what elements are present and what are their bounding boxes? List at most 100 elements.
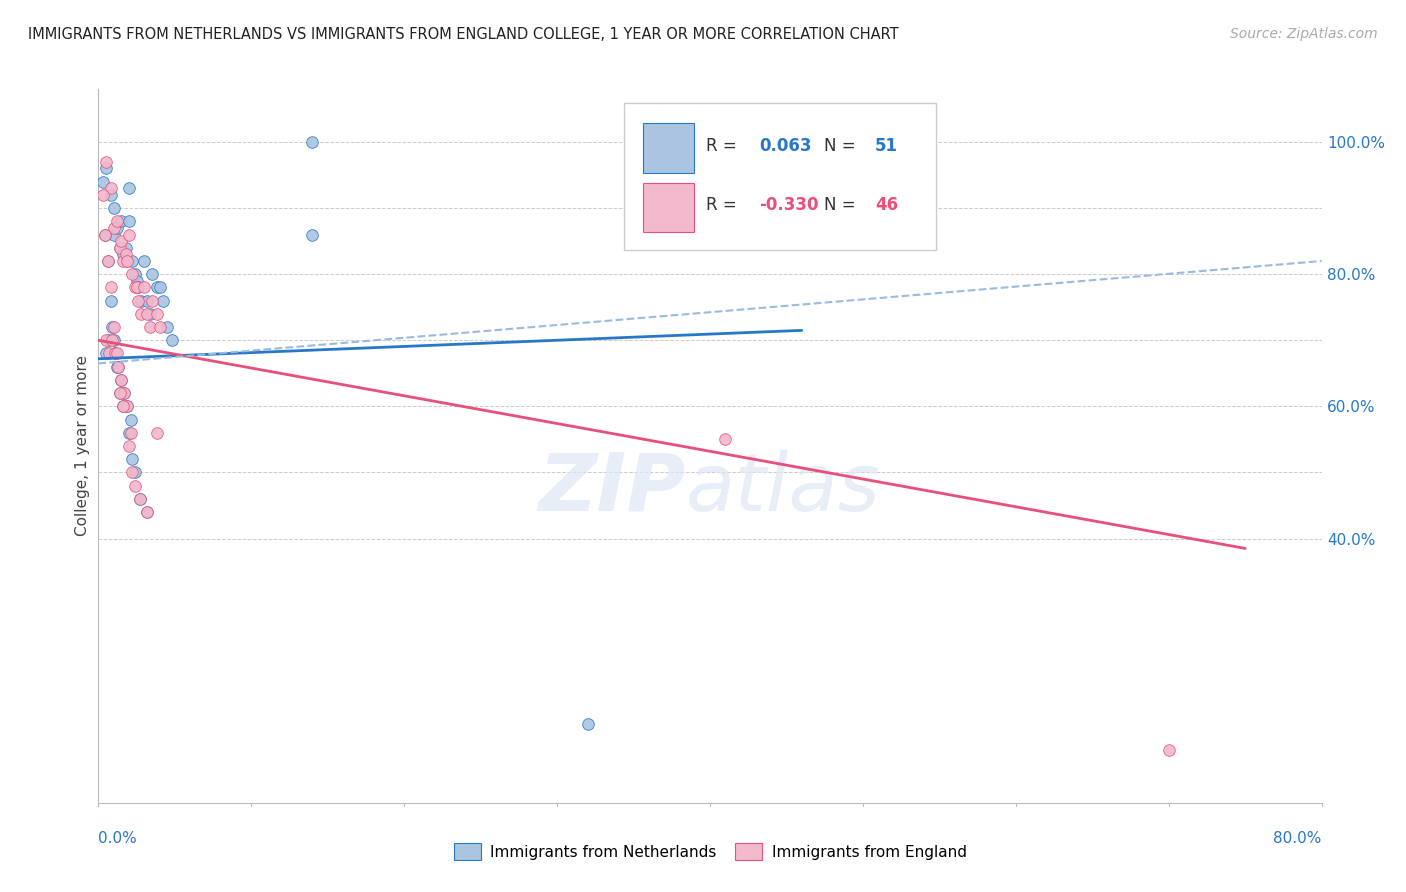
Point <box>136 505 159 519</box>
Point <box>134 280 156 294</box>
Point <box>110 373 132 387</box>
Point <box>156 320 179 334</box>
Point <box>121 452 143 467</box>
Point <box>141 293 163 308</box>
Point <box>105 221 128 235</box>
Point <box>118 214 141 228</box>
Point <box>160 333 183 347</box>
Point <box>125 280 148 294</box>
Point <box>108 241 131 255</box>
Point <box>136 505 159 519</box>
Text: R =: R = <box>706 137 742 155</box>
Point <box>121 466 143 480</box>
Point <box>100 293 122 308</box>
Point <box>145 425 167 440</box>
Point <box>103 333 125 347</box>
Point <box>112 386 135 401</box>
Text: ZIP: ZIP <box>538 450 686 528</box>
Point <box>103 320 125 334</box>
Text: IMMIGRANTS FROM NETHERLANDS VS IMMIGRANTS FROM ENGLAND COLLEGE, 1 YEAR OR MORE C: IMMIGRANTS FROM NETHERLANDS VS IMMIGRANT… <box>28 27 898 42</box>
Point <box>103 201 125 215</box>
Point <box>93 227 115 242</box>
Point <box>117 400 139 414</box>
Point <box>108 386 131 401</box>
Point <box>105 346 128 360</box>
Point <box>576 716 599 731</box>
Point <box>111 400 134 414</box>
Point <box>115 241 138 255</box>
Point <box>107 359 129 374</box>
Point <box>118 227 141 242</box>
Point <box>118 181 141 195</box>
Y-axis label: College, 1 year or more: College, 1 year or more <box>75 356 90 536</box>
Point <box>104 346 127 360</box>
Point <box>110 234 132 248</box>
Point <box>139 307 162 321</box>
Point <box>111 254 134 268</box>
Point <box>100 280 122 294</box>
Point <box>1157 743 1180 757</box>
Point <box>134 254 156 268</box>
Point <box>124 478 146 492</box>
Text: Source: ZipAtlas.com: Source: ZipAtlas.com <box>1230 27 1378 41</box>
Point <box>118 439 141 453</box>
Point <box>100 181 122 195</box>
Point <box>136 307 159 321</box>
Point <box>111 247 134 261</box>
Point <box>97 254 120 268</box>
Point <box>107 359 129 374</box>
Point <box>94 154 117 169</box>
Point <box>98 333 121 347</box>
Point <box>103 227 125 242</box>
Point <box>128 491 150 506</box>
Text: atlas: atlas <box>686 450 880 528</box>
Text: -0.330: -0.330 <box>759 196 818 214</box>
Point <box>136 293 159 308</box>
Point <box>108 241 131 255</box>
Text: N =: N = <box>824 196 860 214</box>
Point <box>115 247 138 261</box>
Point <box>110 373 132 387</box>
Point <box>139 320 162 334</box>
Legend: Immigrants from Netherlands, Immigrants from England: Immigrants from Netherlands, Immigrants … <box>447 837 973 866</box>
FancyBboxPatch shape <box>624 103 936 250</box>
Point <box>124 280 146 294</box>
Point <box>129 293 152 308</box>
Text: 0.063: 0.063 <box>759 137 811 155</box>
Point <box>117 254 139 268</box>
Point <box>301 135 323 149</box>
Point <box>97 254 120 268</box>
Point <box>93 227 115 242</box>
Text: N =: N = <box>824 137 860 155</box>
Point <box>94 346 117 360</box>
Point <box>129 307 152 321</box>
Point <box>124 466 146 480</box>
Text: 46: 46 <box>875 196 898 214</box>
Point <box>103 221 125 235</box>
Point <box>128 491 150 506</box>
Point <box>125 274 148 288</box>
Text: R =: R = <box>706 196 742 214</box>
Point <box>120 412 142 426</box>
Point <box>118 425 141 440</box>
Point <box>117 400 139 414</box>
Point <box>98 346 121 360</box>
Point <box>91 175 114 189</box>
Point <box>94 333 117 347</box>
Point <box>117 254 139 268</box>
Point <box>104 346 127 360</box>
Point <box>145 280 167 294</box>
Point <box>101 320 124 334</box>
Point <box>112 386 135 401</box>
Text: 80.0%: 80.0% <box>1274 831 1322 847</box>
Point <box>105 359 128 374</box>
Point <box>108 386 131 401</box>
FancyBboxPatch shape <box>643 123 695 173</box>
Point <box>124 267 146 281</box>
Text: 51: 51 <box>875 137 898 155</box>
FancyBboxPatch shape <box>643 183 695 232</box>
Point <box>149 320 172 334</box>
Point <box>145 307 167 321</box>
Point <box>111 400 134 414</box>
Point <box>120 425 142 440</box>
